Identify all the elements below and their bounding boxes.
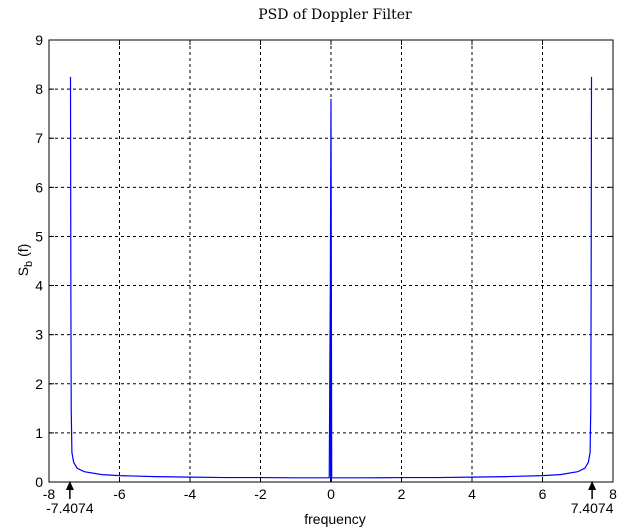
y-axis-label-sub: b	[23, 261, 35, 267]
fd-annotation-label: -7.4074	[46, 500, 94, 516]
fd-annotation-label: 7.4074	[571, 500, 614, 516]
x-tick-label: 0	[327, 486, 335, 502]
y-tick-label: 2	[35, 376, 43, 392]
y-axis-label: Sb (f)	[15, 244, 35, 277]
psd-series-line	[69, 76, 593, 479]
x-tick-label: -2	[254, 486, 267, 502]
y-tick-label: 5	[35, 228, 43, 244]
y-tick-label: 9	[35, 32, 43, 48]
y-tick-label: 0	[35, 474, 43, 490]
y-tick-label: 6	[35, 179, 43, 195]
x-tick-label: 2	[398, 486, 406, 502]
y-tick-label: 8	[35, 81, 43, 97]
x-axis-label: frequency	[304, 511, 365, 527]
y-tick-label: 1	[35, 425, 43, 441]
y-tick-label: 7	[35, 130, 43, 146]
y-tick-label: 4	[35, 278, 43, 294]
fd-arrow-head	[65, 481, 74, 490]
x-tick-label: 4	[468, 486, 476, 502]
y-tick-label: 3	[35, 327, 43, 343]
x-tick-label: -4	[184, 486, 197, 502]
x-tick-label: -8	[43, 486, 56, 502]
x-tick-label: 8	[609, 486, 617, 502]
y-axis-label-main: S	[15, 267, 31, 276]
chart-title: PSD of Doppler Filter	[258, 7, 412, 23]
y-axis-label-tail: (f)	[15, 244, 31, 261]
fd-arrow-head	[588, 481, 597, 490]
x-tick-label: -6	[113, 486, 126, 502]
x-tick-label: 6	[539, 486, 547, 502]
plot-area: -8 -6 -4 -2 0 2 4 6 8 0 1 2 3 4 5 6 7 8 9 -7.4074 7.4074	[35, 32, 617, 516]
